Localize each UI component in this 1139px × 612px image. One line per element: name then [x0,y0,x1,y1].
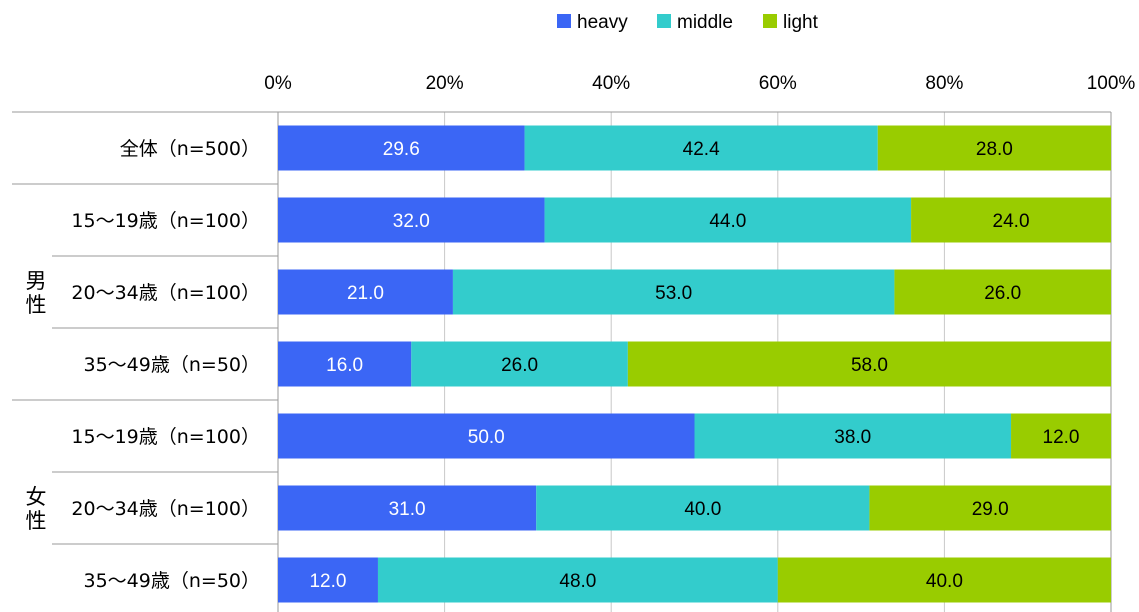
bar-segment-light [1011,413,1111,459]
group-label: 女性 [26,485,47,533]
data-label-light: 40.0 [926,571,963,592]
x-tick-label: 40% [592,73,630,94]
data-label-middle: 44.0 [709,211,746,232]
category-label: 35～49歳（n=50） [84,354,261,376]
legend: heavy middle light [557,12,819,33]
data-label-heavy: 16.0 [326,355,363,376]
data-label-middle: 53.0 [655,283,692,304]
bar-segment-middle [452,269,895,315]
category-label: 15～19歳（n=100） [71,210,260,232]
data-label-light: 26.0 [984,283,1021,304]
data-label-heavy: 12.0 [309,571,346,592]
bar-segment-light [894,269,1111,315]
data-label-middle: 40.0 [684,499,721,520]
bar-segment-heavy [278,197,545,243]
legend-label-heavy: heavy [577,12,628,33]
data-label-heavy: 31.0 [389,499,426,520]
data-label-middle: 48.0 [559,571,596,592]
bar-segment-light [869,485,1111,531]
bar-segment-light [911,197,1111,243]
category-label: 全体（n=500） [120,138,260,160]
category-label: 20～34歳（n=100） [71,282,260,304]
category-label: 15～19歳（n=100） [71,426,260,448]
data-label-middle: 26.0 [501,355,538,376]
data-label-light: 28.0 [976,139,1013,160]
data-label-heavy: 29.6 [383,139,420,160]
bar-segment-middle [694,413,1012,459]
bar-segment-heavy [278,269,453,315]
category-labels: 全体（n=500） 15～19歳（n=100） 20～34歳（n=100） 35～49… [71,138,260,592]
legend-label-middle: middle [677,12,733,33]
bar-segment-heavy [278,485,537,531]
bar-segment-middle [377,557,778,603]
bar-segment-heavy [278,413,695,459]
bar-segment-light [627,341,1111,387]
x-tick-label: 80% [925,73,963,94]
bar-segment-heavy [278,341,412,387]
data-label-heavy: 21.0 [347,283,384,304]
data-label-light: 58.0 [851,355,888,376]
category-label: 20～34歳（n=100） [71,498,260,520]
legend-label-light: light [783,12,819,33]
bar-segment-middle [544,197,912,243]
data-label-light: 29.0 [972,499,1009,520]
legend-swatch-middle [657,14,671,28]
bar-segment-light [777,557,1111,603]
legend-swatch-light [763,14,777,28]
data-label-light: 24.0 [993,211,1030,232]
x-tick-label: 100% [1087,73,1136,94]
x-axis-ticks: 0% 20% 40% 60% 80% 100% [264,73,1135,94]
bar-segment-middle [524,125,878,171]
data-label-heavy: 50.0 [468,427,505,448]
data-label-heavy: 32.0 [393,211,430,232]
data-label-middle: 42.4 [683,139,720,160]
legend-swatch-heavy [557,14,571,28]
bar-segment-heavy [278,557,378,603]
bar-segment-light [877,125,1111,171]
bar-segment-middle [411,341,628,387]
group-label: 男性 [26,269,47,317]
bars: 29.6 42.4 28.0 32.0 44.0 24.0 21.0 53.0 26.0 16.0… [278,125,1111,603]
data-label-light: 12.0 [1043,427,1080,448]
category-label: 35～49歳（n=50） [84,570,261,592]
row-separators [12,183,278,545]
data-label-middle: 38.0 [834,427,871,448]
x-tick-label: 20% [426,73,464,94]
x-tick-label: 0% [264,73,292,94]
bar-segment-middle [536,485,870,531]
bar-segment-heavy [278,125,525,171]
x-tick-label: 60% [759,73,797,94]
